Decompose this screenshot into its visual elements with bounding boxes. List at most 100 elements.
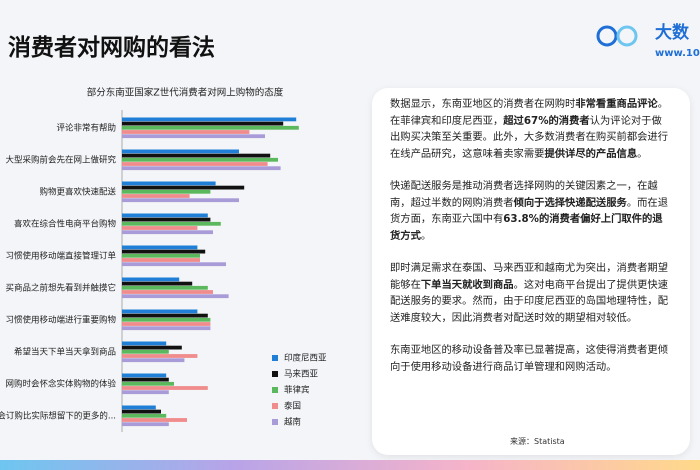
legend-swatch	[272, 387, 278, 393]
logo: 大数	[655, 23, 689, 43]
bar	[122, 313, 208, 318]
bar	[122, 157, 278, 162]
bar	[122, 405, 156, 410]
bar	[122, 358, 185, 363]
bar	[122, 281, 193, 286]
legend-swatch	[272, 419, 278, 425]
paragraph: 即时满足需求在泰国、马来西亚和越南尤为突出，消费者期望能够在下单当天就收到商品。…	[390, 260, 672, 326]
legend-swatch	[272, 403, 278, 409]
bar	[122, 230, 213, 235]
bar	[122, 189, 211, 194]
bar	[122, 381, 174, 386]
bar	[122, 249, 206, 254]
text: 快递配送服务是推动消费者选择网购的关键因素之一，在越南，超过半数的网购消费者	[390, 180, 658, 209]
bar	[122, 134, 265, 139]
bar	[122, 121, 284, 126]
y-tick-label: 买商品之前想先看到并触摸它	[5, 283, 116, 294]
bar	[122, 258, 200, 262]
bar	[122, 181, 216, 186]
legend-swatch	[272, 355, 278, 361]
bar	[122, 317, 211, 322]
bar	[122, 213, 208, 218]
heading: 消费者对网购的看法	[8, 35, 215, 61]
text-card: 数据显示，东南亚地区的消费者在网购时非常看重商品评论。在菲律宾和印度尼西亚，超过…	[372, 88, 690, 455]
y-tick-label: 评论非常有帮助	[56, 123, 116, 134]
bar	[122, 285, 208, 290]
y-tick-label: 网购时会怀念实体购物的体验	[5, 379, 116, 390]
bar	[122, 349, 169, 354]
legend-label: 菲律宾	[284, 385, 310, 396]
bar	[122, 194, 190, 198]
legend-label: 泰国	[284, 401, 301, 412]
decor-strip	[0, 460, 700, 470]
text: 。	[420, 229, 432, 242]
bar	[122, 409, 161, 414]
bold-text: 提供详尽的产品信息	[544, 147, 638, 160]
bar	[122, 226, 198, 230]
logo-url: www.10	[655, 48, 700, 59]
y-tick-label: 希望当天下单当天拿到商品	[14, 347, 116, 358]
text: 认为评论对于做出购买决策至关重要。此外，大多数消费者在购买前都会进行在线产品研究…	[390, 114, 669, 160]
bar	[122, 413, 167, 418]
chart-title: 部分东南亚国家Z世代消费者对网上购物的态度	[87, 87, 284, 99]
bar	[122, 245, 198, 250]
bar	[122, 162, 268, 166]
bold-text: 下单当天就收到商品	[420, 278, 514, 291]
bar	[122, 290, 213, 294]
text: 。而在退货方面，东南亚六国中有	[390, 196, 669, 226]
bar	[122, 130, 250, 134]
text: 数据显示，东南亚地区的消费者在网购时	[390, 98, 576, 110]
bar	[122, 345, 182, 350]
bar	[122, 198, 239, 203]
bar	[122, 262, 226, 267]
bar	[122, 277, 180, 282]
text: 东南亚地区的移动设备普及率已显著提高，这使得消费者更倾向于使用移动设备进行商品订…	[390, 344, 669, 373]
text: 。这对电商平台提出了提供更快速配送服务的要求。然而，由于印度尼西亚的岛国地理特性…	[390, 278, 669, 324]
y-tick-label: 习惯使用移动端进行重要购物	[5, 315, 116, 326]
paragraph: 东南亚地区的移动设备普及率已显著提高，这使得消费者更倾向于使用移动设备进行商品订…	[390, 342, 672, 375]
legend-label: 马来西亚	[284, 370, 319, 380]
legend-swatch	[272, 371, 278, 377]
bar	[122, 166, 281, 171]
bar	[122, 373, 167, 378]
bar	[122, 153, 271, 158]
logo-icon	[616, 25, 638, 47]
bar	[122, 253, 200, 258]
bar	[122, 386, 208, 390]
bar	[122, 354, 198, 358]
bar	[122, 341, 167, 346]
legend-label: 越南	[284, 417, 301, 428]
bar	[122, 221, 221, 226]
text: 。	[637, 147, 648, 160]
legend-label: 印度尼西亚	[284, 353, 327, 364]
bar	[122, 294, 229, 299]
bar	[122, 185, 245, 190]
bar	[122, 326, 211, 331]
bold-text: 63.8%的消费者偏好上门取件的退货方式	[390, 213, 663, 242]
paragraph: 快递配送服务是推动消费者选择网购的关键因素之一，在越南，超过半数的网购消费者倾向…	[390, 178, 672, 244]
text: 即时满足需求在泰国、马来西亚和越南尤为突出，消费者期望能够在	[390, 262, 669, 291]
bar	[122, 217, 211, 222]
text: 。在菲律宾和印度尼西亚，	[390, 98, 669, 127]
bar	[122, 125, 299, 130]
logo-icon	[596, 25, 618, 47]
bar	[122, 117, 297, 122]
bold-text: 非常看重商品评论	[575, 98, 658, 110]
bold-text: 倾向于选择快递配送服务	[513, 196, 627, 209]
source: 来源：Statista	[510, 437, 565, 446]
bold-text: 超过67%的消费者	[503, 114, 590, 127]
bar	[122, 377, 169, 382]
bar	[122, 418, 187, 422]
y-tick-label: 喜欢在综合性电商平台购物	[14, 219, 117, 230]
bar	[122, 322, 211, 326]
bar	[122, 390, 169, 395]
paragraph: 数据显示，东南亚地区的消费者在网购时非常看重商品评论。在菲律宾和印度尼西亚，超过…	[390, 96, 672, 162]
y-tick-label: 习惯使用移动端直接管理订单	[5, 251, 116, 262]
bar	[122, 422, 169, 427]
y-tick-label: 大型采购前会先在网上做研究	[5, 155, 116, 166]
bar	[122, 309, 198, 314]
y-tick-label: 会订购比实际想留下的更多的...	[0, 411, 116, 422]
y-tick-label: 购物更喜欢快速配送	[39, 187, 116, 198]
